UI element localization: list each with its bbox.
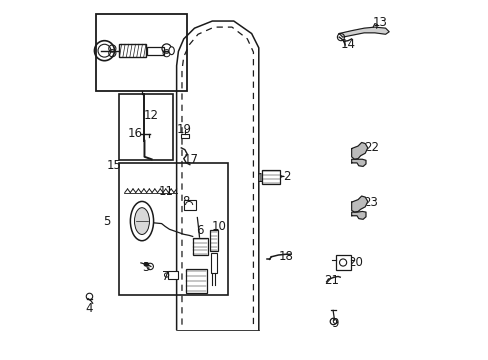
Bar xyxy=(119,94,173,160)
Bar xyxy=(210,253,217,273)
Text: 9: 9 xyxy=(330,318,338,330)
Text: 3: 3 xyxy=(142,261,150,274)
Text: 8: 8 xyxy=(182,195,189,208)
Bar xyxy=(335,255,350,270)
Bar xyxy=(147,47,164,55)
Text: 19: 19 xyxy=(176,123,191,136)
Text: 5: 5 xyxy=(103,215,110,228)
Text: 20: 20 xyxy=(347,256,362,269)
Bar xyxy=(185,269,206,293)
Text: 10: 10 xyxy=(211,220,226,233)
Text: 7: 7 xyxy=(162,270,169,283)
Bar xyxy=(119,163,228,295)
Text: 1: 1 xyxy=(256,172,264,185)
Text: 17: 17 xyxy=(183,153,198,166)
Polygon shape xyxy=(351,143,367,159)
Ellipse shape xyxy=(130,202,153,241)
Text: 14: 14 xyxy=(340,39,355,51)
Text: 6: 6 xyxy=(196,224,203,237)
Bar xyxy=(261,170,280,184)
Bar xyxy=(181,134,188,138)
Text: 12: 12 xyxy=(144,109,159,122)
Text: 15: 15 xyxy=(106,159,122,172)
Bar xyxy=(167,271,177,279)
Polygon shape xyxy=(351,159,365,166)
Text: 21: 21 xyxy=(324,274,339,287)
Bar xyxy=(192,238,207,255)
Text: 11: 11 xyxy=(158,185,173,198)
Bar xyxy=(96,14,187,91)
Text: 23: 23 xyxy=(362,195,377,209)
Polygon shape xyxy=(339,27,388,37)
Polygon shape xyxy=(351,196,367,212)
Ellipse shape xyxy=(168,47,174,55)
Text: 22: 22 xyxy=(363,141,378,154)
Text: 13: 13 xyxy=(372,16,387,29)
Text: 18: 18 xyxy=(278,250,293,263)
Text: 16: 16 xyxy=(127,127,142,140)
Bar xyxy=(184,201,196,210)
Bar xyxy=(209,230,217,251)
Ellipse shape xyxy=(134,208,149,234)
Text: 4: 4 xyxy=(85,302,93,315)
Text: 2: 2 xyxy=(283,170,290,183)
Circle shape xyxy=(144,262,147,266)
Polygon shape xyxy=(351,211,365,219)
Bar xyxy=(119,44,145,57)
